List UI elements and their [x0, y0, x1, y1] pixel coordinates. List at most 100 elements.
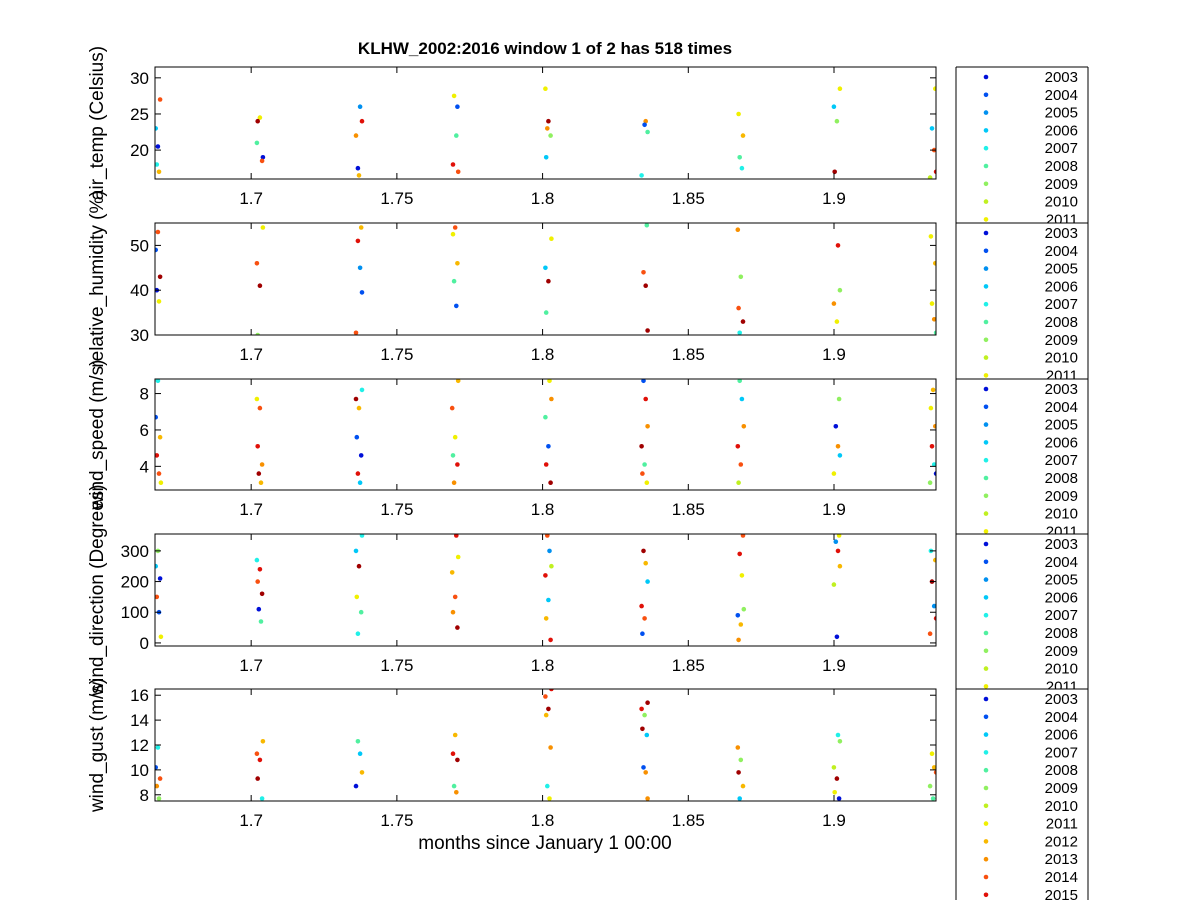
legend-marker: [983, 511, 989, 516]
data-point: [545, 126, 550, 131]
data-point: [644, 732, 650, 738]
data-point: [254, 261, 260, 266]
legend-marker: [983, 874, 989, 880]
legend-entry: 2008: [1045, 314, 1078, 331]
y-tick-label: 12: [130, 736, 149, 755]
data-point: [930, 387, 936, 393]
legend-entry: 2007: [1045, 744, 1078, 761]
data-point: [449, 405, 455, 411]
data-point: [831, 301, 837, 306]
data-point: [449, 570, 455, 575]
data-point: [834, 319, 840, 324]
legend-marker: [983, 145, 989, 151]
data-point: [450, 162, 456, 167]
data-point: [739, 573, 745, 578]
data-point: [454, 133, 459, 138]
data-point: [927, 480, 933, 486]
panel-4: 1.7 1.75 1.8 1.85 1.9 0 100 200 300 wind_directio…: [87, 484, 1089, 697]
data-point: [736, 480, 741, 486]
data-point: [455, 625, 460, 630]
data-point: [543, 155, 549, 160]
legend-marker: [983, 355, 989, 360]
data-point: [254, 557, 260, 563]
legend-marker: [983, 577, 989, 582]
data-point: [158, 480, 164, 486]
data-point: [543, 712, 549, 718]
data-point: [543, 310, 549, 315]
data-point: [645, 796, 650, 801]
legend-marker: [983, 337, 989, 343]
data-point: [835, 548, 841, 554]
data-point: [736, 770, 741, 775]
legend-entry: 2010: [1045, 798, 1078, 815]
x-tick-label: 1.85: [672, 345, 705, 364]
legend-entry: 2014: [1045, 869, 1078, 886]
legend-entry: 2004: [1045, 243, 1078, 260]
legend-entry: 2011: [1046, 367, 1078, 384]
x-tick-label: 1.7: [239, 811, 263, 830]
data-point: [454, 534, 459, 538]
data-point: [735, 745, 741, 750]
data-point: [833, 539, 839, 544]
data-point: [451, 278, 457, 284]
data-point: [933, 330, 936, 335]
data-point: [156, 299, 162, 304]
data-point: [645, 579, 650, 584]
legend-marker: [983, 440, 989, 445]
x-tick-label: 1.8: [531, 656, 555, 675]
data-point: [835, 732, 841, 738]
legend-entry: 2003: [1045, 69, 1078, 86]
data-point: [353, 548, 359, 554]
data-point: [740, 783, 746, 789]
data-point: [260, 225, 266, 230]
legend-entry: 2005: [1045, 572, 1078, 589]
data-point: [157, 97, 163, 102]
legend-entry: 2003: [1045, 691, 1078, 708]
data-point: [359, 118, 365, 124]
y-tick-label: 8: [140, 786, 149, 805]
legend-marker: [983, 856, 989, 862]
data-point: [155, 783, 160, 789]
data-point: [157, 274, 163, 280]
data-point: [837, 563, 843, 569]
data-point: [255, 776, 260, 781]
data-point: [353, 330, 359, 335]
data-point: [545, 783, 550, 789]
data-point: [640, 471, 645, 476]
data-point: [255, 118, 260, 124]
data-point: [736, 111, 741, 117]
data-point: [933, 261, 936, 266]
data-point: [834, 118, 840, 124]
data-point: [157, 776, 163, 781]
data-point: [359, 770, 365, 775]
data-point: [929, 126, 935, 131]
data-point: [258, 480, 264, 486]
data-point: [930, 796, 936, 801]
legend-marker: [983, 248, 989, 254]
data-point: [639, 444, 644, 449]
data-point: [931, 765, 936, 770]
x-tick-label: 1.8: [531, 500, 555, 519]
data-point: [643, 770, 648, 775]
x-tick-label: 1.75: [380, 811, 413, 830]
legend-entry: 2011: [1046, 816, 1078, 833]
data-point: [355, 238, 361, 244]
data-point: [831, 765, 837, 770]
y-axis-label: wind_gust (m/s): [87, 678, 108, 813]
data-point: [357, 751, 363, 756]
x-tick-label: 1.7: [239, 656, 263, 675]
panel-3-points: [155, 379, 936, 486]
data-point: [547, 379, 552, 384]
data-point: [259, 591, 265, 597]
data-point: [639, 706, 644, 712]
data-point: [258, 619, 264, 624]
data-point: [831, 104, 837, 109]
data-point: [454, 303, 459, 309]
panel-3: 1.7 1.75 1.8 1.85 1.9 4 6 8 wind_speed (m/s) 2003…: [87, 360, 1089, 534]
data-point: [735, 444, 741, 449]
x-tick-label: 1.9: [822, 345, 846, 364]
legend-entry: 2003: [1045, 536, 1078, 553]
x-tick-label: 1.85: [672, 189, 705, 208]
